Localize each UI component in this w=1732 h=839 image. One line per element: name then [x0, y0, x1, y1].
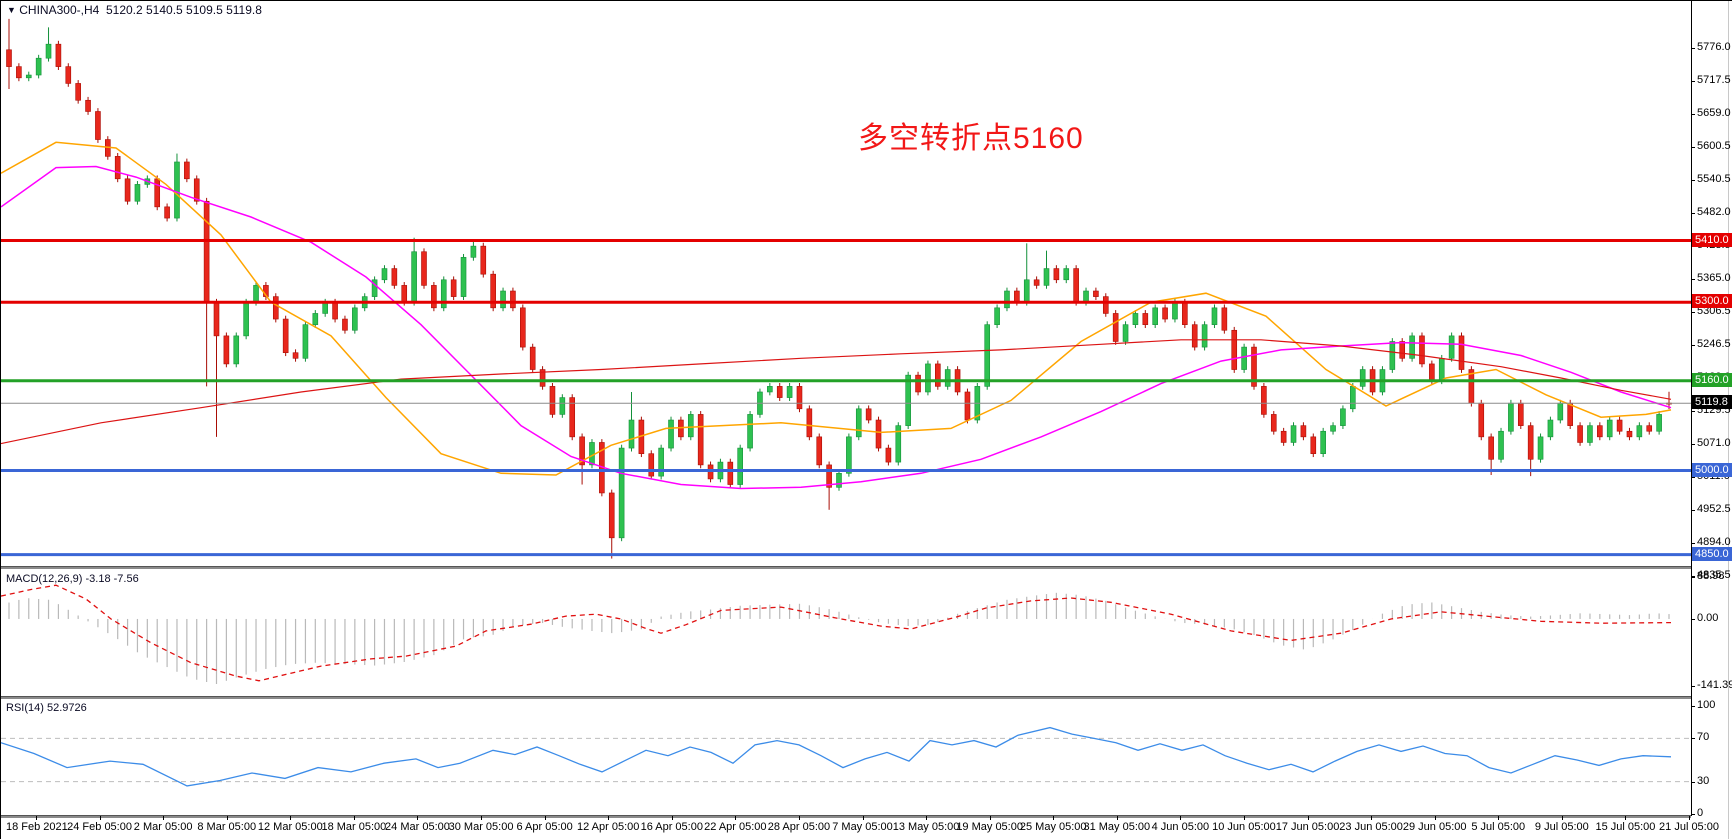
- rsi-tick-label: 30: [1690, 774, 1710, 787]
- date-tick-label: 2 Mar 05:00: [133, 821, 193, 833]
- rsi-pane[interactable]: [1, 699, 1691, 815]
- macd-tick-label: -141.39: [1690, 679, 1732, 691]
- chart-title: ▼ CHINA300-,H4 5120.2 5140.5 5109.5 5119…: [7, 3, 262, 17]
- date-tick-mark: [163, 816, 165, 820]
- date-tick-label: 4 Jun 05:00: [1151, 821, 1210, 833]
- date-tick-label: 30 Mar 05:00: [448, 821, 514, 833]
- pane-splitter-rsi[interactable]: [1, 696, 1691, 699]
- date-tick-mark: [481, 816, 483, 820]
- date-tick-label: 22 Apr 05:00: [704, 821, 767, 833]
- price-tick-label: 5246.5: [1691, 338, 1731, 350]
- date-tick-label: 23 Jun 05:00: [1339, 821, 1403, 833]
- price-tick-label: 5776.0: [1691, 41, 1731, 53]
- symbol-dropdown-icon[interactable]: ▼: [7, 5, 16, 15]
- date-tick-label: 7 May 05:00: [832, 821, 893, 833]
- price-tick-label: 5540.5: [1691, 173, 1731, 185]
- date-tick-label: 18 Feb 2021: [6, 821, 68, 833]
- date-tick-label: 25 May 05:00: [1019, 821, 1087, 833]
- date-tick-label: 18 Mar 05:00: [321, 821, 387, 833]
- date-tick-mark: [671, 816, 673, 820]
- level-price-chip: 5410.0: [1692, 232, 1732, 247]
- date-tick-label: 8 Mar 05:00: [197, 821, 257, 833]
- price-tick-label: 5071.0: [1691, 437, 1731, 449]
- date-tick-label: 10 Jun 05:00: [1212, 821, 1276, 833]
- price-tick-label: 5482.0: [1691, 206, 1731, 218]
- rsi-label: RSI(14) 52.9726: [6, 702, 87, 714]
- date-tick-label: 5 Jul 05:00: [1471, 821, 1526, 833]
- date-tick-label: 19 May 05:00: [956, 821, 1023, 833]
- rsi-tick-label: 0: [1690, 807, 1704, 819]
- date-tick-mark: [1561, 816, 1563, 820]
- price-axis-border: [1691, 1, 1692, 816]
- date-tick-label: 6 Apr 05:00: [516, 821, 573, 833]
- date-tick-mark: [544, 816, 546, 820]
- price-pane[interactable]: [1, 15, 1691, 567]
- date-tick-label: 21 Jul 05:00: [1659, 821, 1719, 833]
- date-tick-label: 31 May 05:00: [1083, 821, 1151, 833]
- annotation-text: 多空转折点5160: [858, 122, 1084, 155]
- date-tick-label: 24 Mar 05:00: [385, 821, 450, 833]
- macd-tick-label: 0.00: [1690, 611, 1719, 624]
- price-tick-label: 5365.0: [1691, 272, 1731, 284]
- date-tick-label: 16 Apr 05:00: [640, 821, 703, 833]
- date-tick-mark: [226, 816, 228, 820]
- ohlc-readout: 5120.2 5140.5 5109.5 5119.8: [105, 3, 262, 17]
- rsi-tick-label: 100: [1690, 699, 1716, 711]
- date-tick-mark: [798, 816, 800, 820]
- price-tick-label: 5717.5: [1691, 74, 1731, 86]
- pane-splitter-macd[interactable]: [1, 566, 1691, 569]
- date-tick-label: 28 Apr 05:00: [767, 821, 831, 833]
- date-tick-label: 9 Jul 05:00: [1534, 821, 1589, 833]
- date-tick-label: 13 May 05:00: [892, 821, 960, 833]
- macd-pane[interactable]: [1, 569, 1691, 697]
- price-tick-label: 4894.0: [1691, 536, 1731, 548]
- date-tick-mark: [1689, 816, 1690, 820]
- date-tick-mark: [1498, 816, 1500, 820]
- date-tick-mark: [1243, 816, 1245, 820]
- date-tick-mark: [1116, 816, 1118, 820]
- macd-tick-label: 88.98: [1691, 569, 1725, 582]
- current-price-chip: 5119.8: [1692, 395, 1732, 410]
- date-tick-mark: [926, 816, 928, 820]
- price-tick-label: 5600.5: [1691, 140, 1731, 152]
- date-axis: 18 Feb 2021 24 Feb 05:00 2 Mar 05:00 8 Mar …: [1, 819, 1719, 839]
- date-tick-mark: [862, 816, 864, 820]
- date-tick-mark: [735, 816, 737, 820]
- date-tick-label: 12 Apr 05:00: [576, 821, 640, 833]
- date-axis-separator: [1, 815, 1691, 818]
- price-tick-label: 4835.5: [1691, 569, 1731, 581]
- date-tick-label: 29 Jun 05:00: [1402, 821, 1467, 833]
- date-tick-mark: [989, 816, 991, 820]
- macd-label: MACD(12,26,9) -3.18 -7.56: [6, 573, 139, 585]
- window-right-edge: [1728, 1, 1729, 839]
- date-tick-mark: [417, 816, 419, 820]
- date-tick-label: 15 Jul 05:00: [1595, 821, 1656, 833]
- date-tick-mark: [1434, 816, 1436, 820]
- price-tick-label: 4952.5: [1691, 503, 1731, 515]
- symbol-period-label: CHINA300-,H4: [19, 3, 100, 17]
- price-tick-label: 5659.0: [1691, 107, 1731, 119]
- rsi-tick-label: 70: [1690, 731, 1710, 744]
- date-tick-mark: [1625, 816, 1627, 820]
- date-tick-label: 17 Jun 05:00: [1275, 821, 1340, 833]
- date-tick-mark: [353, 816, 355, 820]
- date-tick-label: 24 Feb 05:00: [67, 821, 132, 833]
- date-tick-label: 12 Mar 05:00: [257, 821, 323, 833]
- date-tick-mark: [608, 816, 610, 820]
- level-price-chip: 4850.0: [1692, 546, 1732, 561]
- date-tick-mark: [290, 816, 292, 820]
- macd-current-values: -3.18 -7.56: [85, 573, 139, 585]
- rsi-current-value: 52.9726: [46, 702, 87, 714]
- level-price-chip: 5300.0: [1692, 294, 1732, 309]
- level-price-chip: 5160.0: [1692, 372, 1732, 387]
- date-tick-mark: [1371, 816, 1373, 820]
- date-tick-mark: [1307, 816, 1309, 820]
- date-tick-mark: [1180, 816, 1182, 820]
- date-tick-mark: [99, 816, 101, 820]
- date-tick-mark: [36, 816, 37, 820]
- level-price-chip: 5000.0: [1692, 462, 1732, 477]
- date-tick-mark: [1053, 816, 1055, 820]
